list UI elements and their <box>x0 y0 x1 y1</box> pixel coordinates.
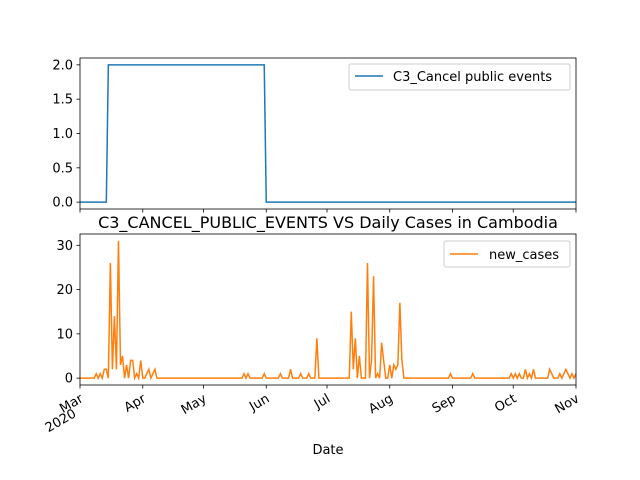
bottom-y-tick-label: 30 <box>56 239 73 254</box>
top-y-tick-label: 1.0 <box>52 127 73 142</box>
top-legend-label: C3_Cancel public events <box>393 70 552 85</box>
bottom-y-tick-label: 20 <box>56 283 73 298</box>
x-axis-title: Date <box>312 443 343 458</box>
bottom-y-tick-label: 10 <box>56 327 73 342</box>
bottom-legend: new_cases <box>443 240 571 268</box>
chart-title: C3_CANCEL_PUBLIC_EVENTS VS Daily Cases i… <box>98 213 558 233</box>
top-y-tick-label: 2.0 <box>52 58 73 73</box>
x-tick-label: May <box>179 391 210 418</box>
top-plot-frame <box>79 57 577 210</box>
x-tick-label: Nov <box>553 391 583 417</box>
x-tick-label: Aug <box>366 391 395 417</box>
top-x-ticks <box>79 209 577 213</box>
x-tick-label: Oct <box>492 391 519 415</box>
bottom-legend-box <box>443 240 571 268</box>
x-tick-label: Sep <box>430 391 459 416</box>
series-line-c3-cancel-public-events <box>80 64 576 203</box>
top-y-tick-label: 1.5 <box>52 93 73 108</box>
top-y-tick-label: 0.0 <box>52 196 73 211</box>
top-panel: 0.0 0.5 1.0 1.5 2.0 C3_Cancel public events <box>52 57 577 213</box>
top-legend: C3_Cancel public events <box>348 63 571 91</box>
bottom-y-tick-label: 0 <box>65 372 73 387</box>
x-tick-label: Apr <box>122 391 150 416</box>
top-y-tick-label: 0.5 <box>52 161 73 176</box>
bottom-panel: C3_CANCEL_PUBLIC_EVENTS VS Daily Cases i… <box>43 213 582 458</box>
x-tick-label: Jul <box>311 391 333 412</box>
top-legend-box <box>348 63 571 91</box>
bottom-plot-frame <box>79 233 577 386</box>
bottom-y-ticks: 0 10 20 30 <box>56 239 80 387</box>
bottom-legend-label: new_cases <box>489 248 559 263</box>
x-tick-label: Jun <box>246 391 272 415</box>
series-line-new-cases <box>80 240 577 381</box>
top-y-ticks: 0.0 0.5 1.0 1.5 2.0 <box>52 58 80 211</box>
